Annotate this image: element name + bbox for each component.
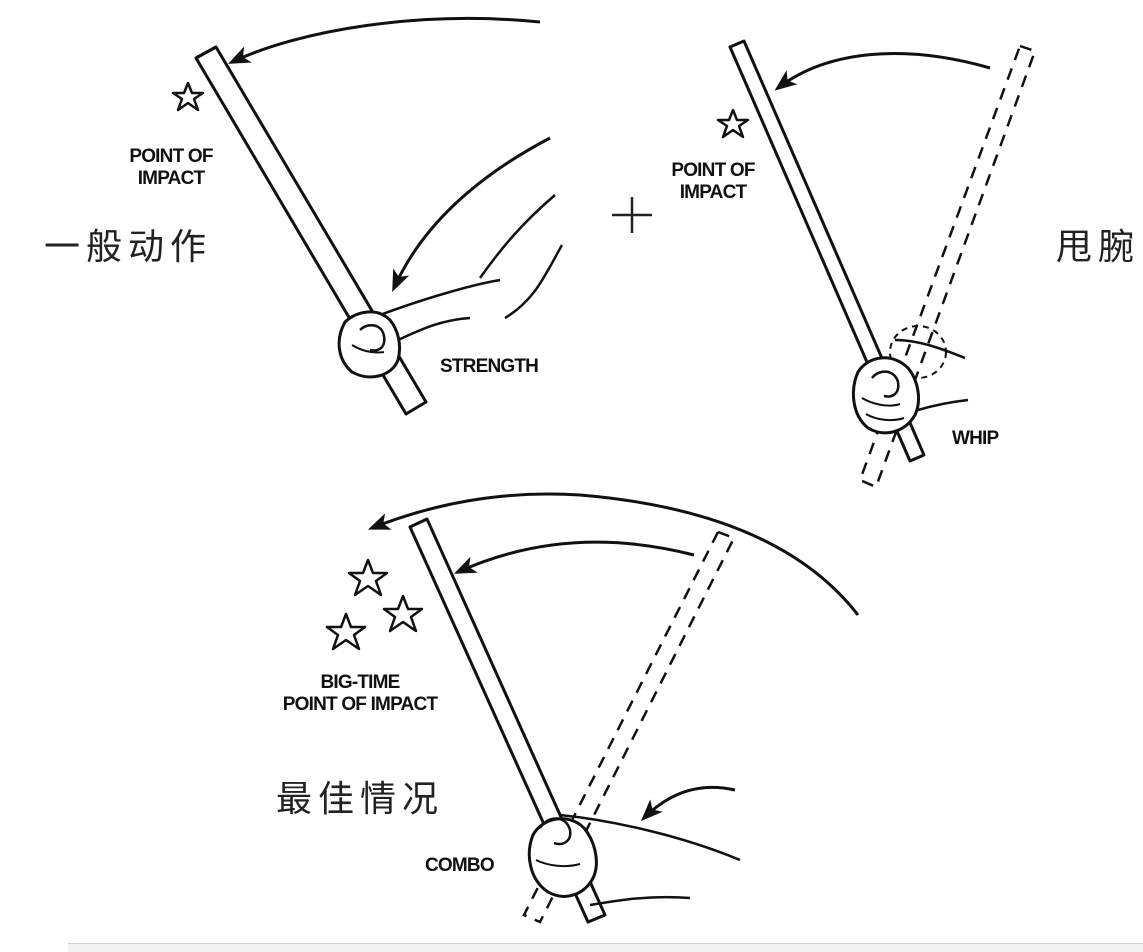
force-label-combo: COMBO — [425, 855, 495, 876]
hand-icon — [527, 817, 598, 898]
arrow-icon — [453, 540, 695, 574]
force-label-whip: WHIP — [952, 428, 999, 449]
star-icon — [325, 612, 367, 651]
arrow-icon — [367, 492, 860, 616]
arrow-icon — [640, 785, 736, 822]
bat-whip — [728, 39, 926, 463]
caption-combo: 最佳情况 — [276, 779, 445, 820]
impact-label-line1: POINT OF — [129, 146, 213, 167]
force-label-strength: STRENGTH — [440, 356, 539, 377]
impact-label-line1: BIG-TIME — [320, 672, 400, 693]
panel-strength — [171, 17, 564, 416]
impact-label-combo: BIG-TIME POINT OF IMPACT — [262, 672, 458, 716]
panel-whip — [716, 39, 1037, 489]
caption-strength: 一般动作 — [44, 227, 213, 268]
impact-label-line1: POINT OF — [671, 160, 755, 181]
bat-ghost-combo — [522, 530, 736, 924]
hand-icon — [851, 356, 920, 435]
arrow-icon — [392, 136, 551, 293]
impact-label-line2: POINT OF IMPACT — [282, 694, 438, 715]
plus-operator — [612, 197, 652, 233]
arrow-icon — [228, 17, 541, 64]
impact-label-whip: POINT OF IMPACT — [654, 160, 772, 204]
impact-label-line2: IMPACT — [137, 168, 205, 189]
hand-icon — [337, 310, 471, 379]
impact-label-strength: POINT OF IMPACT — [112, 146, 230, 190]
panel-combo — [325, 492, 860, 924]
star-icon — [382, 594, 424, 633]
bat-ghost-whip — [858, 44, 1037, 489]
caption-whip: 甩腕 — [1056, 227, 1141, 268]
arrow-icon — [774, 52, 991, 91]
star-icon — [716, 108, 750, 139]
scroll-edge — [68, 943, 1143, 952]
star-icon — [347, 558, 389, 597]
impact-label-line2: IMPACT — [679, 182, 747, 203]
star-icon — [171, 81, 205, 112]
